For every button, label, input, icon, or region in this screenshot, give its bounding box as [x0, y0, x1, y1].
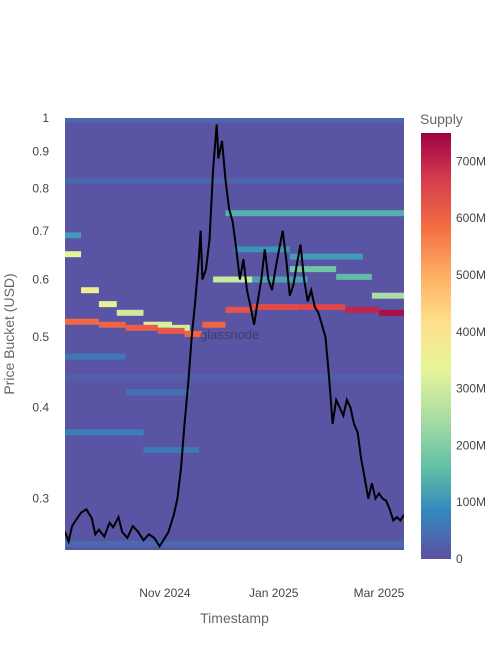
x-axis-title: Timestamp: [200, 610, 269, 626]
y-tick-label: 0.8: [32, 182, 49, 196]
heatmap-band: [336, 273, 372, 280]
price-line-series: [65, 124, 404, 549]
heatmap-band: [65, 353, 126, 360]
heatmap-band: [65, 251, 82, 258]
heatmap-band: [116, 309, 144, 316]
y-tick-label: 0.7: [32, 224, 49, 238]
y-tick-label: 0.3: [32, 492, 49, 506]
heatmap-band: [172, 324, 190, 331]
heatmap-band: [345, 306, 380, 313]
heatmap-band: [225, 306, 253, 313]
heatmap-band: [65, 374, 404, 381]
y-tick-label: 0.5: [32, 330, 49, 344]
colorbar-tick-label: 300M: [456, 382, 486, 396]
heatmap-band: [379, 309, 404, 316]
heatmap-band: [65, 429, 144, 436]
y-axis-ticks: 1 0.9 0.8 0.7 0.6 0.5 0.4 0.3: [32, 111, 49, 506]
colorbar-ticks: 0 100M 200M 300M 400M 500M 600M 700M: [456, 154, 486, 566]
heatmap-band: [143, 446, 199, 453]
colorbar-tick-label: 500M: [456, 268, 486, 282]
x-tick-label: Mar 2025: [354, 586, 405, 600]
colorbar-tick-label: 600M: [456, 211, 486, 225]
heatmap-band: [125, 324, 158, 331]
heatmap-band: [65, 177, 404, 184]
glassnode-watermark: glassnode: [200, 327, 259, 342]
heatmap-band: [65, 540, 404, 547]
colorbar-tick-label: 0: [456, 552, 463, 566]
colorbar-title: Supply: [420, 111, 463, 127]
heatmap-band: [125, 389, 190, 396]
colorbar: Supply 0 100M 200M 300M 400M 500M 600M 700M: [420, 111, 486, 566]
y-tick-label: 0.9: [32, 144, 49, 158]
colorbar-tick-label: 700M: [456, 154, 486, 168]
x-tick-label: Jan 2025: [249, 586, 299, 600]
y-axis-title: Price Bucket (USD): [1, 273, 17, 394]
y-tick-label: 0.6: [32, 272, 49, 286]
x-axis-ticks: Nov 2024 Jan 2025 Mar 2025: [139, 586, 404, 600]
heatmap-band: [65, 118, 404, 123]
y-tick-label: 1: [42, 111, 49, 125]
heatmap-band: [225, 210, 404, 217]
heatmap-band: [298, 303, 346, 310]
heatmap-band: [184, 330, 203, 337]
heatmap-band: [98, 301, 117, 308]
y-tick-label: 0.4: [32, 401, 49, 415]
heatmap-band: [252, 303, 299, 310]
x-tick-label: Nov 2024: [139, 586, 191, 600]
heatmap-band: [289, 266, 337, 273]
heatmap-band: [213, 276, 253, 283]
colorbar-tick-label: 400M: [456, 325, 486, 339]
heatmap-band: [81, 287, 99, 294]
heatmap-band: [289, 253, 363, 260]
colorbar-tick-label: 200M: [456, 438, 486, 452]
heatmap-band: [65, 318, 99, 325]
colorbar-gradient: [421, 133, 451, 559]
heatmap-bands: [65, 118, 404, 547]
heatmap-band: [252, 276, 308, 283]
heatmap-band: [65, 232, 82, 239]
heatmap-band: [157, 327, 185, 334]
heatmap-background: [65, 118, 404, 550]
heatmap-band: [202, 321, 226, 328]
heatmap-band: [98, 321, 126, 328]
plot-area[interactable]: glassnode: [65, 117, 404, 550]
colorbar-tick-label: 100M: [456, 495, 486, 509]
heatmap-band: [143, 321, 173, 328]
heatmap-band: [234, 246, 290, 253]
heatmap-band: [371, 292, 404, 299]
